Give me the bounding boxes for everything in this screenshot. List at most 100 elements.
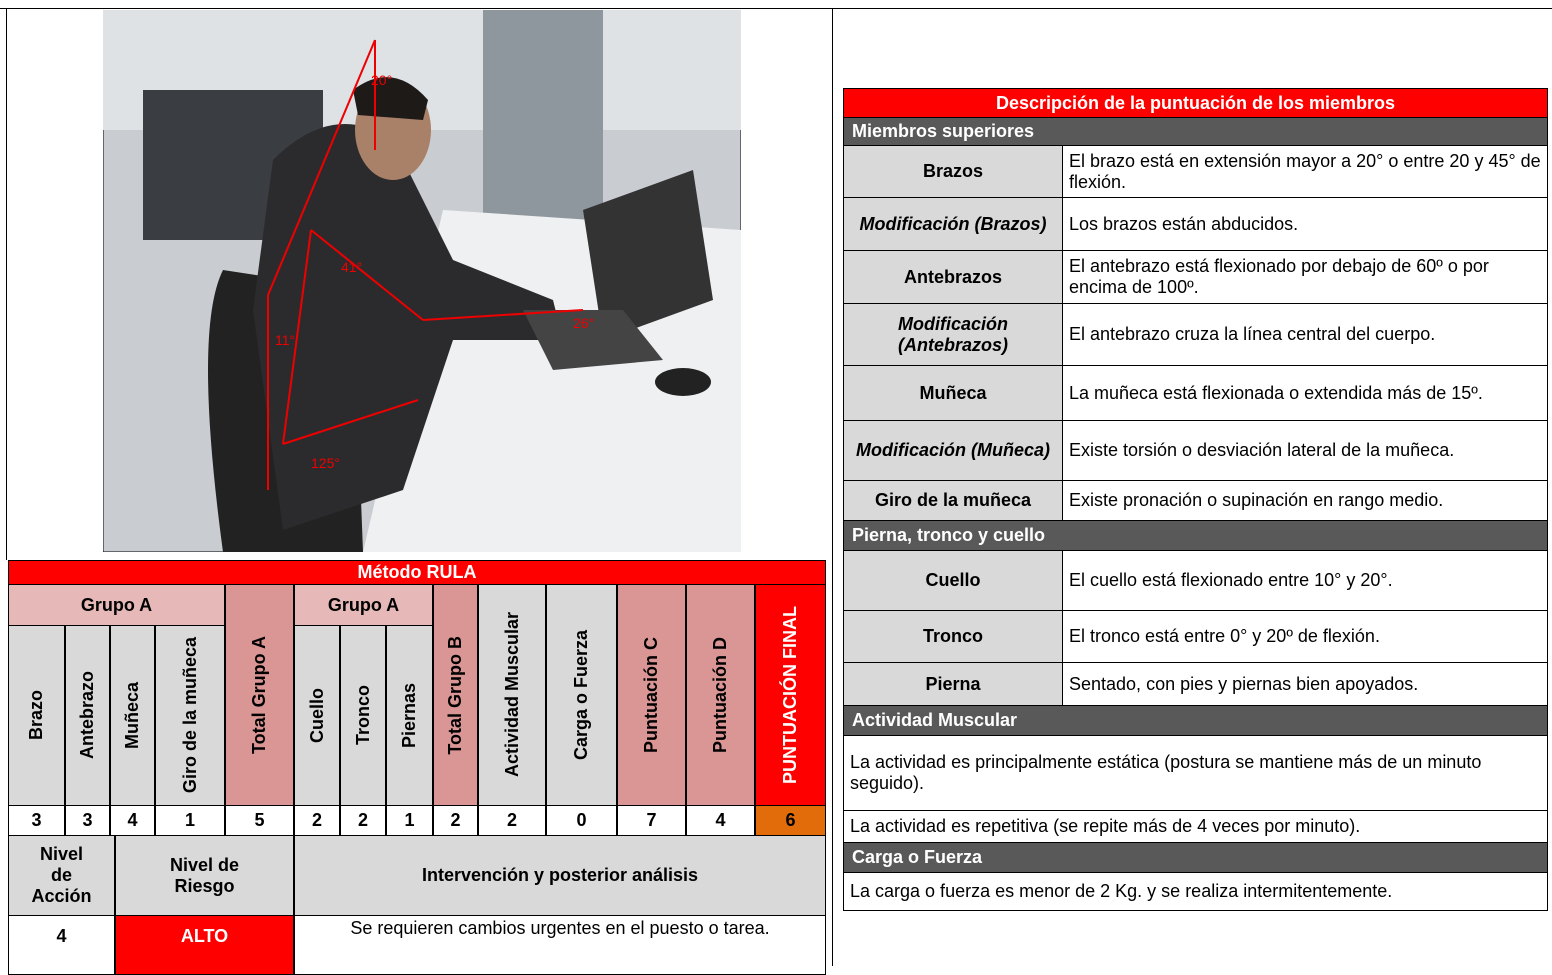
column-header-text: Cuello [306, 687, 327, 743]
score-text: 2 [506, 810, 517, 830]
result-text: 4 [56, 926, 67, 946]
result-text: ALTO [180, 926, 229, 946]
result: 4 [8, 915, 115, 975]
column-header: Tronco [340, 625, 386, 806]
score-text: 0 [576, 810, 587, 830]
row-text-text: El antebrazo está flexionado por debajo … [1069, 256, 1489, 297]
column-header-text: Total Grupo B [445, 635, 465, 755]
group-header-text: Grupo A [80, 594, 153, 615]
result-header-text: Nivel de Acción [31, 844, 92, 906]
row-label-text: Tronco [922, 626, 983, 646]
row-label: Cuello [843, 550, 1063, 611]
score-text: 7 [646, 810, 657, 830]
score-text: 6 [785, 810, 796, 830]
row-label: Modificación (Brazos) [843, 197, 1063, 251]
result-header: Nivel de Acción [8, 835, 115, 916]
photo: 20° 41° 11° 125° 26° [103, 10, 741, 552]
row-text: La actividad es repetitiva (se repite má… [843, 810, 1548, 843]
column-header: Total Grupo A [225, 584, 294, 806]
column-header: Muñeca [110, 625, 155, 806]
row-text-text: Los brazos están abducidos. [1069, 213, 1299, 234]
row-text: Los brazos están abducidos. [1062, 197, 1548, 251]
row-label-text: Modificación (Antebrazos) [897, 313, 1008, 355]
row-text-text: La muñeca está flexionada o extendida má… [1069, 382, 1483, 403]
row-text-text: La actividad es principalmente estática … [850, 752, 1482, 793]
column-header-text: Tronco [352, 685, 373, 746]
column-header: Cuello [294, 625, 340, 806]
row-text: Existe torsión o desviación lateral de l… [1062, 420, 1548, 481]
row-label-text: Cuello [925, 570, 981, 590]
row-label: Brazos [843, 145, 1063, 198]
score-text: 3 [31, 810, 42, 830]
row-label-text: Giro de la muñeca [874, 490, 1032, 510]
score: 1 [386, 805, 433, 836]
section-header-text: Pierna, tronco y cuello [852, 525, 1046, 545]
column-header: Piernas [386, 625, 433, 806]
score-text: 4 [715, 810, 726, 830]
score: 6 [755, 805, 826, 836]
row-label-text: Pierna [925, 673, 981, 694]
score: 2 [478, 805, 546, 836]
score-text: 2 [450, 810, 461, 830]
angle-label: 125° [311, 455, 340, 471]
desc-title: Descripción de la puntuación de los miem… [843, 88, 1548, 118]
row-text-text: Existe pronación o supinación en rango m… [1069, 490, 1444, 510]
section-header-text: Carga o Fuerza [852, 847, 983, 867]
column-header: Puntuación D [686, 584, 755, 806]
result: Se requieren cambios urgentes en el pues… [294, 915, 826, 975]
row-label: Tronco [843, 610, 1063, 663]
score: 4 [686, 805, 755, 836]
score: 7 [617, 805, 686, 836]
result-text: Se requieren cambios urgentes en el pues… [350, 918, 770, 938]
result-header-text: Nivel de Riesgo [169, 854, 240, 896]
row-label-text: Muñeca [919, 382, 987, 403]
row-text-text: Sentado, con pies y piernas bien apoyado… [1069, 673, 1419, 694]
row-text: Sentado, con pies y piernas bien apoyado… [1062, 662, 1548, 706]
column-header-text: Antebrazo [77, 671, 97, 760]
section-header-text: Actividad Muscular [852, 710, 1018, 730]
group-header: Grupo A [8, 584, 225, 626]
score: 3 [8, 805, 65, 836]
row-text: El antebrazo cruza la línea central del … [1062, 303, 1548, 366]
score: 4 [110, 805, 155, 836]
column-header-text: Puntuación D [710, 637, 730, 753]
score-text: 1 [184, 810, 195, 830]
score: 0 [546, 805, 617, 836]
row-label-text: Modificación (Brazos) [859, 213, 1047, 234]
score-text: 5 [254, 810, 265, 830]
row-text-text: El antebrazo cruza la línea central del … [1069, 324, 1436, 344]
section-header: Miembros superiores [843, 117, 1548, 146]
section-header: Actividad Muscular [843, 705, 1548, 736]
frame [832, 8, 833, 966]
row-text: El cuello está flexionado entre 10° y 20… [1062, 550, 1548, 611]
group-header-text: Grupo A [327, 594, 400, 615]
row-label-text: Brazos [922, 161, 984, 181]
score-text: 2 [357, 810, 368, 830]
column-header: Antebrazo [65, 625, 110, 806]
row-label: Muñeca [843, 365, 1063, 421]
row-label: Antebrazos [843, 250, 1063, 304]
row-text-text: El brazo está en extensión mayor a 20° o… [1069, 150, 1541, 192]
row-text-text: La actividad es repetitiva (se repite má… [850, 816, 1361, 836]
column-header: Giro de la muñeca [155, 625, 225, 806]
score-text: 3 [82, 810, 93, 830]
column-header-text: Brazo [26, 690, 46, 741]
row-text: El tronco está entre 0° y 20º de flexión… [1062, 610, 1548, 663]
column-header: Brazo [8, 625, 65, 806]
score: 3 [65, 805, 110, 836]
column-header: Actividad Muscular [478, 584, 546, 806]
row-text: Existe pronación o supinación en rango m… [1062, 480, 1548, 521]
column-header-text: Carga o Fuerza [571, 629, 591, 761]
row-label: Modificación (Antebrazos) [843, 303, 1063, 366]
score: 5 [225, 805, 294, 836]
score-text: 2 [311, 810, 322, 830]
column-header: Total Grupo B [433, 584, 478, 806]
desc-title-text: Descripción de la puntuación de los miem… [995, 92, 1396, 113]
result-header-text: Intervención y posterior análisis [421, 865, 699, 885]
column-header-text: Giro de la muñeca [179, 637, 200, 794]
column-header-text: Muñeca [122, 681, 142, 750]
column-header: Puntuación C [617, 584, 686, 806]
angle-label: 11° [275, 332, 295, 348]
column-header-text: Piernas [399, 682, 419, 749]
